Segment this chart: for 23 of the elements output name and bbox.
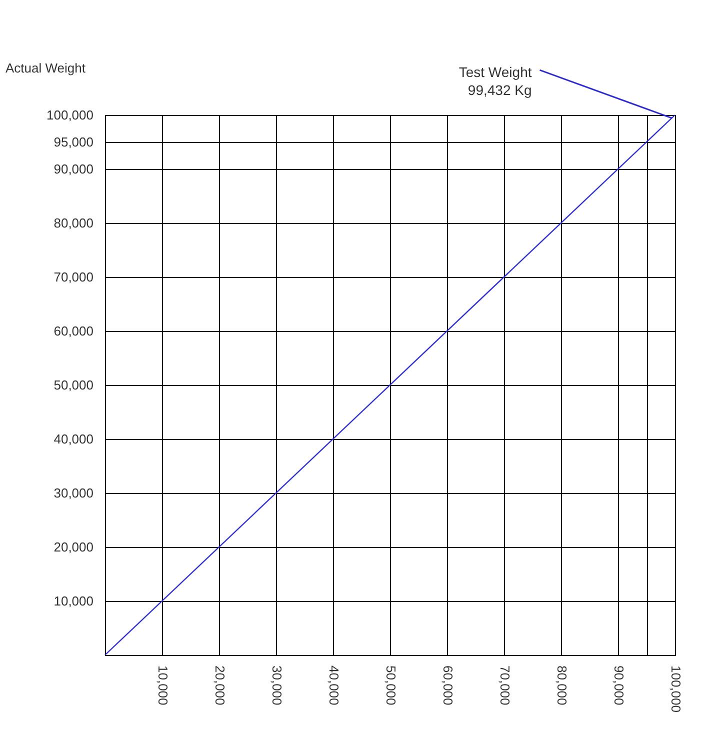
x-tick-label: 10,000	[156, 666, 170, 706]
x-tick-label: 60,000	[440, 666, 456, 706]
x-tick-label: 100,000	[668, 666, 684, 712]
y-tick-label: 50,000	[54, 378, 94, 392]
annotation: Test Weight 99,432 Kg	[458, 64, 532, 98]
x-tick-label: 90,000	[612, 666, 626, 706]
x-tick-label: 70,000	[498, 666, 512, 706]
y-tick-label: 80,000	[54, 216, 94, 230]
y-tick-label: 90,000	[54, 162, 94, 176]
x-tick-label: 50,000	[384, 666, 398, 706]
y-tick-label: 10,000	[54, 594, 94, 608]
x-tick-label: 20,000	[212, 666, 228, 706]
y-axis-title: Actual Weight	[6, 60, 86, 76]
y-tick-label: 60,000	[54, 324, 94, 338]
y-tick-label: 40,000	[54, 432, 94, 446]
x-tick-label: 30,000	[270, 666, 284, 706]
y-tick-label: 95,000	[54, 134, 94, 150]
y-tick-label: 100,000	[46, 108, 94, 122]
y-tick-label: 70,000	[54, 270, 94, 284]
y-tick-label: 30,000	[54, 486, 94, 500]
x-tick-label: 40,000	[326, 666, 342, 706]
x-tick-label: 80,000	[554, 666, 570, 706]
y-tick-label: 20,000	[54, 540, 94, 554]
